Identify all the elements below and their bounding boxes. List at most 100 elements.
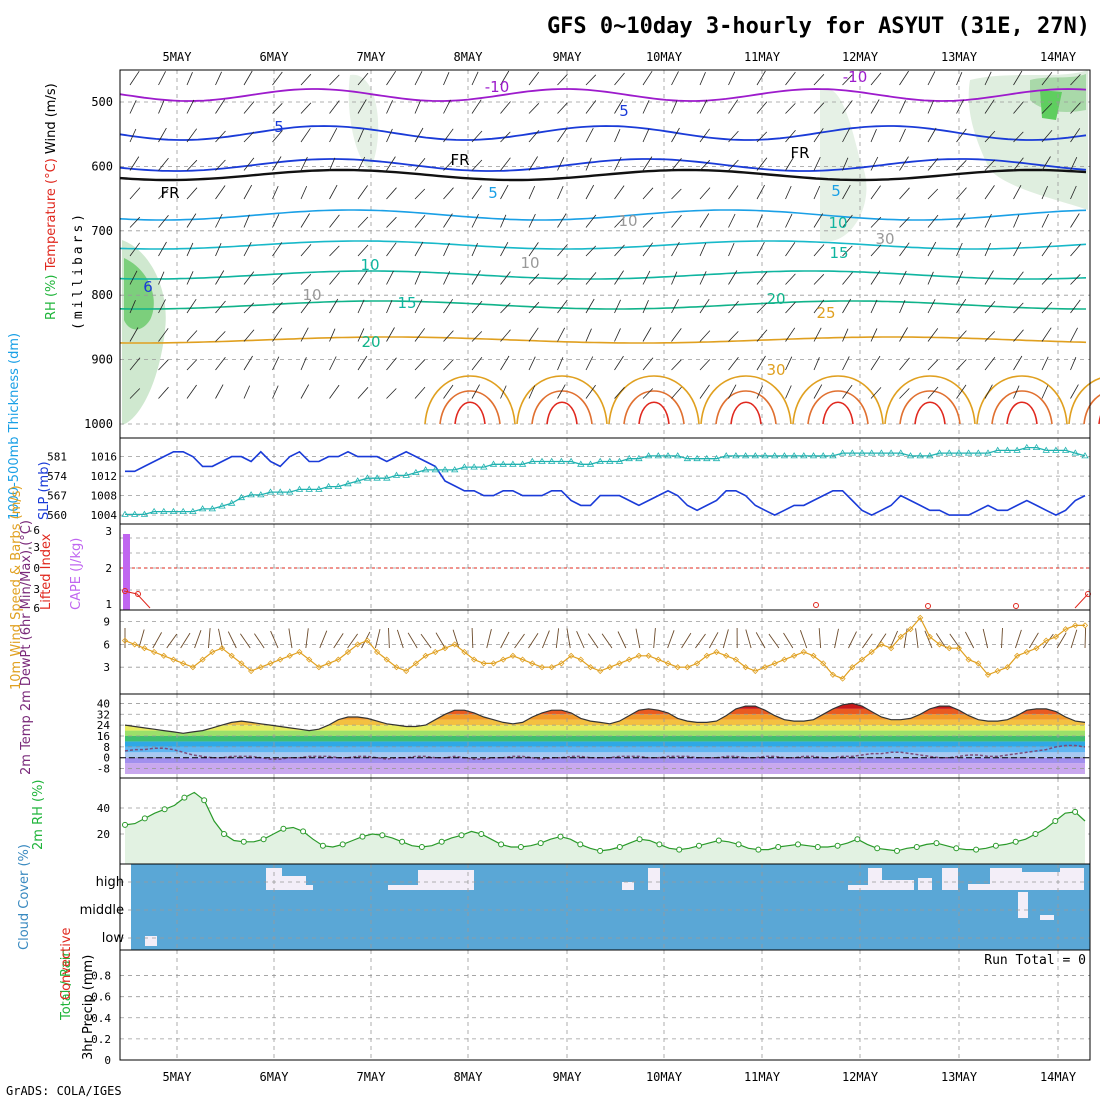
wind-barb xyxy=(1041,301,1053,314)
rh-marker xyxy=(359,833,366,840)
ytick-rh: 20 xyxy=(97,828,110,841)
wind-barb xyxy=(129,100,137,114)
contour-20 xyxy=(119,300,1086,310)
wind-barb xyxy=(443,159,454,171)
wind-barb xyxy=(414,188,426,200)
panel-cloud: high middle low Cloud Cover (%) xyxy=(17,844,1091,951)
ytick-cape: 1 xyxy=(105,598,112,611)
wind-barb xyxy=(614,328,621,342)
thickness-marker xyxy=(470,463,478,470)
thickness-marker xyxy=(858,449,866,456)
wind-barb xyxy=(614,299,621,314)
wind-barb xyxy=(329,100,340,114)
thickness-marker xyxy=(208,505,217,512)
thickness-marker xyxy=(819,452,827,459)
wind-marker xyxy=(1043,637,1050,644)
wind-barb xyxy=(158,241,167,257)
wind-marker xyxy=(878,641,885,648)
wind-barb xyxy=(414,157,426,171)
ytick-li: 0 xyxy=(33,562,40,575)
contour-5a xyxy=(119,125,1087,141)
wind-barb xyxy=(215,213,223,228)
wind-marker xyxy=(180,660,187,667)
wind-barb xyxy=(528,130,540,143)
wind-barb xyxy=(215,300,226,314)
wind-barb xyxy=(1041,185,1048,200)
wind-barb xyxy=(1015,629,1022,649)
wind-barb xyxy=(927,386,939,399)
wind-marker xyxy=(858,656,866,663)
wind-barb xyxy=(443,242,450,257)
wind-barb xyxy=(576,631,585,649)
rh-marker xyxy=(1072,808,1079,815)
wind-barb xyxy=(386,242,397,257)
wind-barb xyxy=(699,359,711,371)
wind-marker xyxy=(587,664,594,671)
cloud-gap xyxy=(968,884,990,890)
wind-barb xyxy=(557,274,568,285)
contour-label: -10 xyxy=(485,78,510,96)
ytick-mb: 800 xyxy=(91,288,113,302)
rh-marker xyxy=(1032,831,1039,837)
wind-barb xyxy=(272,273,283,285)
bottom-date-13MAY: 13MAY xyxy=(941,1070,978,1084)
wind-marker xyxy=(131,641,138,648)
bottom-date-14MAY: 14MAY xyxy=(1040,1070,1077,1084)
wind-barb xyxy=(984,270,994,285)
ylabel-thickness: 1000-500mb Thickness (dm) xyxy=(7,333,22,520)
wind-barb xyxy=(927,241,937,257)
thickness-marker xyxy=(712,454,721,462)
thickness-marker xyxy=(276,488,284,495)
wind-barb xyxy=(471,99,482,114)
thickness-marker xyxy=(596,457,604,464)
wind-barb xyxy=(300,128,311,143)
wind-marker xyxy=(141,645,148,652)
wind-barb xyxy=(956,160,967,171)
contour-5c xyxy=(119,209,1087,221)
wind-barb xyxy=(984,300,996,314)
wind-marker xyxy=(1052,633,1059,640)
wind-barb xyxy=(471,159,483,171)
wind-marker xyxy=(597,667,604,675)
wind-barb xyxy=(617,631,627,649)
thickness-marker xyxy=(586,460,595,467)
contour-label: FR xyxy=(160,184,179,202)
wind-marker xyxy=(1004,664,1011,671)
cloud-gap xyxy=(918,878,932,890)
rh-marker xyxy=(319,842,326,849)
wind-barb xyxy=(329,184,338,200)
wind-barb xyxy=(585,245,597,257)
wind-barb xyxy=(785,103,796,114)
thickness-marker xyxy=(683,454,692,462)
wind-barb xyxy=(671,158,682,171)
thickness-marker xyxy=(266,488,275,495)
rh-marker xyxy=(399,838,406,845)
wind-barb xyxy=(842,214,853,228)
thickness-marker xyxy=(945,449,953,456)
wind-marker xyxy=(257,664,264,671)
rh-marker xyxy=(458,832,465,839)
contour-40 xyxy=(914,401,946,425)
li-marker xyxy=(925,603,931,609)
rh-marker xyxy=(636,836,643,843)
wind-marker xyxy=(723,652,730,659)
wind-barb xyxy=(956,72,963,86)
wind-barb xyxy=(585,298,595,314)
wind-barb xyxy=(699,187,711,200)
wind-barb xyxy=(601,633,613,649)
wind-barb xyxy=(557,157,565,171)
wind-barb xyxy=(414,328,426,342)
wind-barb xyxy=(319,630,328,649)
wind-barb xyxy=(1013,242,1022,257)
wind-barb xyxy=(471,213,479,228)
ytick-wind: 3 xyxy=(103,661,110,674)
wind-barb xyxy=(215,159,226,171)
wind-barb xyxy=(357,299,365,314)
series-wind-speed xyxy=(124,616,1085,680)
wind-marker xyxy=(335,656,342,663)
wind-marker xyxy=(1062,626,1069,633)
wind-marker xyxy=(189,664,196,671)
wind-barb xyxy=(528,242,539,257)
wind-barb xyxy=(158,328,169,342)
wind-barb xyxy=(956,359,967,371)
